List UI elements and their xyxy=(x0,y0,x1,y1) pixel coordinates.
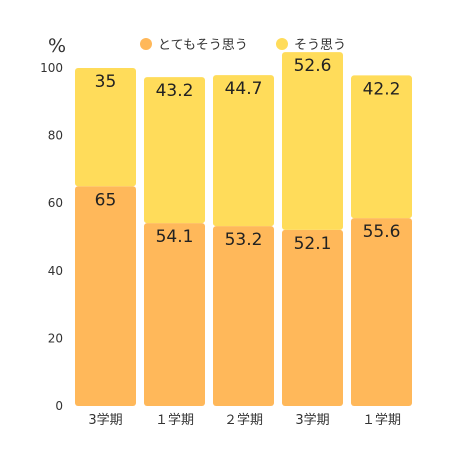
y-tick-label: 20 xyxy=(48,331,63,345)
bar-segment-2 xyxy=(351,75,412,219)
y-tick-label: 100 xyxy=(40,61,63,75)
data-label: 42.2 xyxy=(363,79,401,99)
bars: 65 35 54.1 43.2 53.2 44.7 52.1 52.6 55.6 42.2 xyxy=(75,52,412,406)
legend-swatch-2 xyxy=(276,38,288,50)
data-label: 53.2 xyxy=(225,230,263,250)
data-label: 43.2 xyxy=(156,81,194,101)
bar-segment-1 xyxy=(144,223,205,406)
x-category-label: 3学期 xyxy=(88,412,122,428)
data-label: 52.6 xyxy=(294,56,332,76)
bar-segment-1 xyxy=(351,218,412,406)
legend-swatch-1 xyxy=(140,38,152,50)
legend-label-2: そう思う xyxy=(294,38,346,53)
data-label: 44.7 xyxy=(225,79,263,99)
x-category-label: １学期 xyxy=(155,412,194,428)
legend-label-1: とてもそう思う xyxy=(158,38,248,53)
data-label: 55.6 xyxy=(363,222,401,242)
bar-segment-2 xyxy=(144,77,205,224)
bar-segment-1 xyxy=(75,186,136,406)
data-label: 54.1 xyxy=(156,227,194,247)
bar-segment-1 xyxy=(213,226,274,406)
data-label: 65 xyxy=(95,190,117,210)
data-label: 52.1 xyxy=(294,234,332,254)
data-label: 35 xyxy=(95,72,117,92)
y-tick-label: 80 xyxy=(48,129,63,143)
x-category-label: １学期 xyxy=(362,412,401,428)
bar-segment-2 xyxy=(213,75,274,227)
x-category-label: 3学期 xyxy=(295,412,329,428)
y-tick-label: 40 xyxy=(48,264,63,278)
bar-segment-1 xyxy=(282,229,343,406)
legend: とてもそう思う そう思う xyxy=(140,38,346,53)
y-tick-label: 60 xyxy=(48,196,63,210)
y-tick-label: 0 xyxy=(55,399,63,413)
y-axis-ticks: 0 20 40 60 80 100 xyxy=(40,61,63,413)
bar-segment-2 xyxy=(282,52,343,230)
x-axis-categories: 3学期 １学期 ２学期 3学期 １学期 xyxy=(88,412,401,428)
bar-segment-2 xyxy=(75,68,136,187)
x-category-label: ２学期 xyxy=(224,412,263,428)
y-unit-label: % xyxy=(48,35,66,57)
